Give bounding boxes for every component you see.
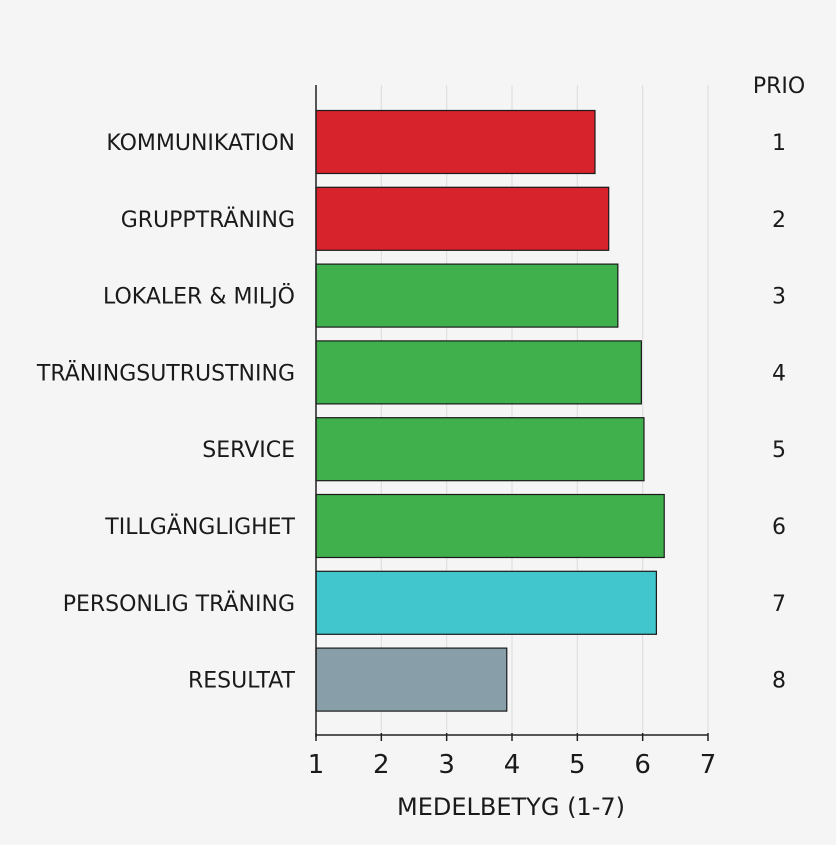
bar <box>315 340 642 405</box>
prio-value: 6 <box>772 515 786 540</box>
x-tick-label: 5 <box>569 750 586 780</box>
prio-value: 7 <box>772 592 786 617</box>
prio-value: 8 <box>772 669 786 694</box>
category-label: LOKALER & MILJÖ <box>103 284 295 310</box>
prio-value: 1 <box>772 131 786 156</box>
prio-value: 3 <box>772 285 786 310</box>
bar <box>315 109 596 175</box>
x-tick-label: 3 <box>438 750 455 780</box>
category-label: RESULTAT <box>188 669 296 694</box>
x-tick-label: 6 <box>634 750 651 780</box>
bar <box>315 186 610 251</box>
x-tick-label: 1 <box>308 750 325 780</box>
x-tick-label: 7 <box>700 750 717 780</box>
bar <box>315 570 657 635</box>
bar <box>315 263 619 328</box>
category-label: PERSONLIG TRÄNING <box>63 591 295 617</box>
x-tick-label: 2 <box>373 750 390 780</box>
category-label: KOMMUNIKATION <box>106 131 295 156</box>
bar <box>315 647 508 712</box>
category-label: TRÄNINGSUTRUSTNING <box>36 360 295 386</box>
category-labels: KOMMUNIKATION GRUPPTRÄNING LOKALER & MILJÖ… <box>36 131 296 694</box>
category-label: TILLGÄNGLIGHET <box>104 514 295 540</box>
bars <box>315 109 665 712</box>
x-axis-title: MEDELBETYG (1-7) <box>397 793 625 821</box>
category-label: SERVICE <box>202 438 295 463</box>
x-axis: 1 2 3 4 5 6 7 <box>308 85 717 780</box>
prio-value: 5 <box>772 438 786 463</box>
category-label: GRUPPTRÄNING <box>121 207 295 233</box>
bar <box>315 493 665 559</box>
x-tick-label: 4 <box>504 750 521 780</box>
bar <box>315 417 645 482</box>
prio-value: 2 <box>772 208 786 233</box>
prio-header: PRIO <box>753 74 805 99</box>
prio-column: PRIO 1 2 3 4 5 6 7 8 <box>753 74 805 694</box>
gridlines <box>380 85 709 735</box>
prio-value: 4 <box>772 361 786 386</box>
